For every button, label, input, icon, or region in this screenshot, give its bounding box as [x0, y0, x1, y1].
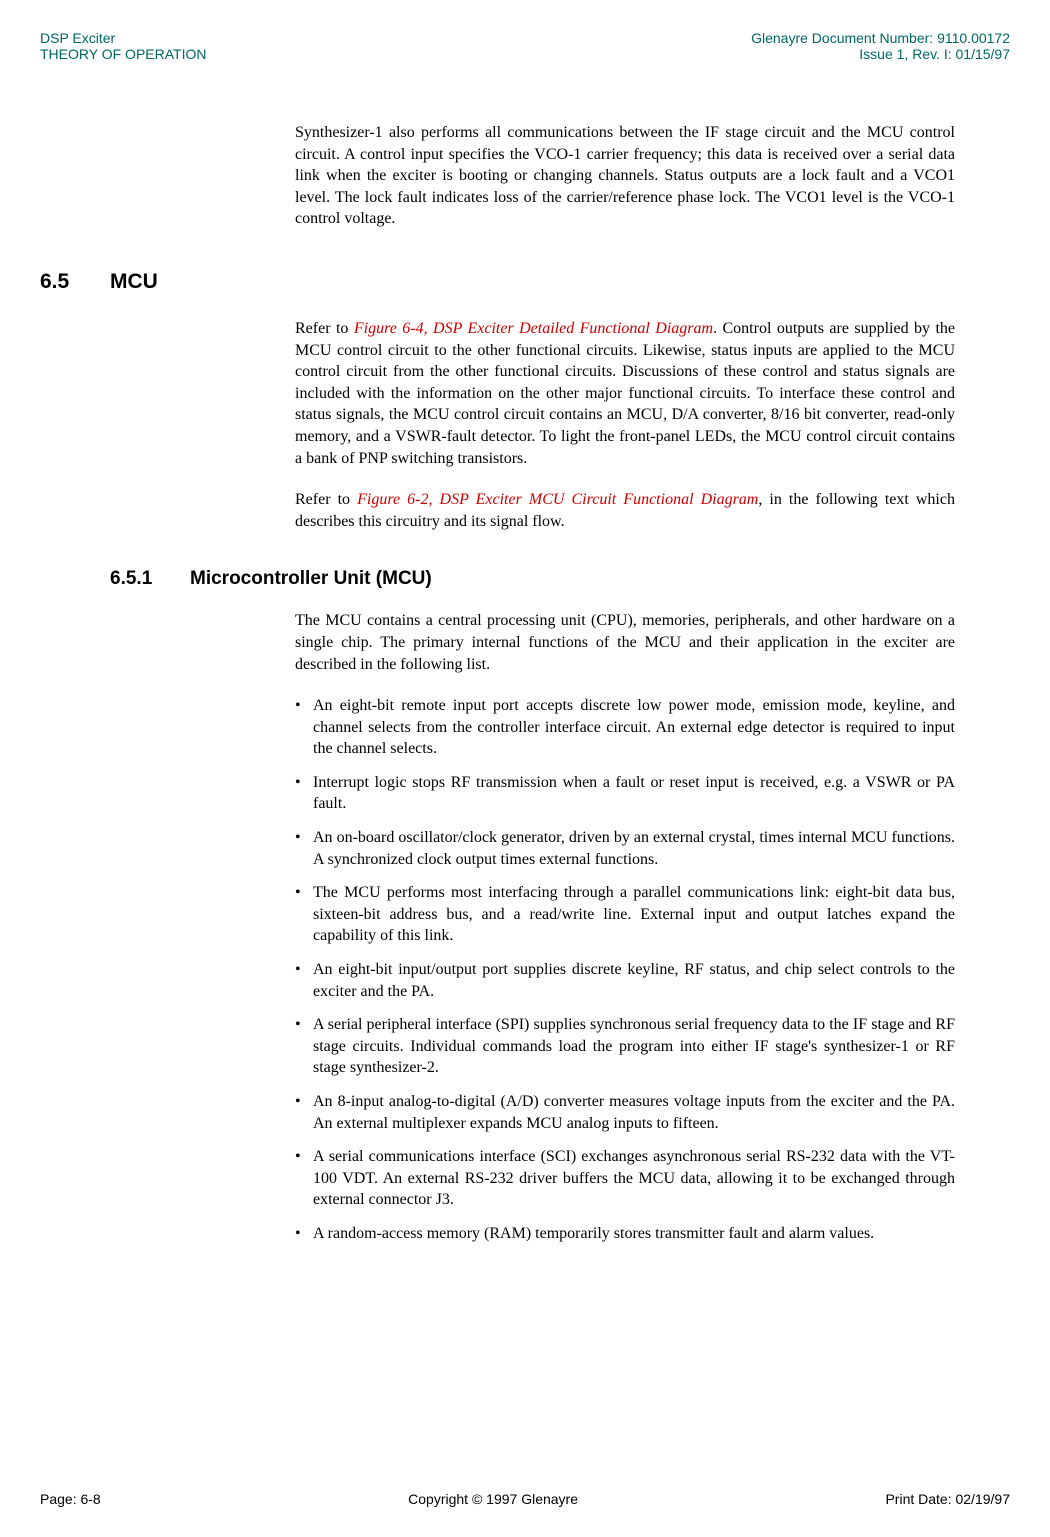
header-right: Glenayre Document Number: 9110.00172 Iss…	[751, 30, 1010, 62]
bullet-text: The MCU performs most interfacing throug…	[313, 882, 955, 947]
footer-page: Page: 6-8	[40, 1491, 101, 1507]
figure-ref-6-4: Figure 6-4, DSP Exciter Detailed Functio…	[354, 320, 713, 337]
section-6-5-para1: Refer to Figure 6-4, DSP Exciter Detaile…	[295, 318, 955, 469]
page-header: DSP Exciter THEORY OF OPERATION Glenayre…	[40, 30, 1010, 62]
bullet-marker: •	[295, 1091, 313, 1134]
page-content: Synthesizer-1 also performs all communic…	[40, 122, 1010, 1245]
section-6-5-heading: 6.5 MCU	[40, 270, 1010, 294]
bullet-item: • An 8-input analog-to-digital (A/D) con…	[295, 1091, 955, 1134]
bullet-item: • A serial communications interface (SCI…	[295, 1146, 955, 1211]
doc-number: Glenayre Document Number: 9110.00172	[751, 30, 1010, 46]
bullet-item: • An eight-bit remote input port accepts…	[295, 695, 955, 760]
bullet-text: An eight-bit remote input port accepts d…	[313, 695, 955, 760]
bullet-marker: •	[295, 1146, 313, 1211]
bullet-item: • A serial peripheral interface (SPI) su…	[295, 1014, 955, 1079]
bullet-text: A serial communications interface (SCI) …	[313, 1146, 955, 1211]
para1-suffix: . Control outputs are supplied by the MC…	[295, 320, 955, 467]
footer-date: Print Date: 02/19/97	[885, 1491, 1010, 1507]
bullet-item: • The MCU performs most interfacing thro…	[295, 882, 955, 947]
bullet-item: • Interrupt logic stops RF transmission …	[295, 772, 955, 815]
subsection-title: Microcontroller Unit (MCU)	[190, 568, 432, 590]
header-left: DSP Exciter THEORY OF OPERATION	[40, 30, 206, 62]
bullet-text: A serial peripheral interface (SPI) supp…	[313, 1014, 955, 1079]
doc-subtitle: THEORY OF OPERATION	[40, 46, 206, 62]
doc-issue: Issue 1, Rev. I: 01/15/97	[751, 46, 1010, 62]
section-6-5-1-heading: 6.5.1 Microcontroller Unit (MCU)	[110, 568, 1010, 590]
bullet-marker: •	[295, 1014, 313, 1079]
footer-copyright: Copyright © 1997 Glenayre	[408, 1491, 578, 1507]
bullet-item: • An on-board oscillator/clock generator…	[295, 827, 955, 870]
bullet-marker: •	[295, 695, 313, 760]
bullet-text: Interrupt logic stops RF transmission wh…	[313, 772, 955, 815]
section-number: 6.5	[40, 270, 110, 294]
intro-paragraph: Synthesizer-1 also performs all communic…	[295, 122, 955, 230]
page-footer: Page: 6-8 Copyright © 1997 Glenayre Prin…	[40, 1491, 1010, 1507]
section-6-5-1-intro: The MCU contains a central processing un…	[295, 610, 955, 675]
section-title: MCU	[110, 270, 158, 294]
mcu-bullet-list: • An eight-bit remote input port accepts…	[295, 695, 955, 1244]
bullet-marker: •	[295, 882, 313, 947]
bullet-marker: •	[295, 959, 313, 1002]
subsection-number: 6.5.1	[110, 568, 190, 590]
section-6-5-para2: Refer to Figure 6-2, DSP Exciter MCU Cir…	[295, 489, 955, 532]
figure-ref-6-2: Figure 6-2, DSP Exciter MCU Circuit Func…	[357, 491, 758, 508]
bullet-text: An eight-bit input/output port supplies …	[313, 959, 955, 1002]
bullet-text: An 8-input analog-to-digital (A/D) conve…	[313, 1091, 955, 1134]
bullet-marker: •	[295, 772, 313, 815]
bullet-marker: •	[295, 827, 313, 870]
bullet-text: An on-board oscillator/clock generator, …	[313, 827, 955, 870]
para1-prefix: Refer to	[295, 320, 354, 337]
bullet-item: • A random-access memory (RAM) temporari…	[295, 1223, 955, 1245]
bullet-item: • An eight-bit input/output port supplie…	[295, 959, 955, 1002]
bullet-marker: •	[295, 1223, 313, 1245]
para2-prefix: Refer to	[295, 491, 357, 508]
doc-title: DSP Exciter	[40, 30, 206, 46]
bullet-text: A random-access memory (RAM) temporarily…	[313, 1223, 955, 1245]
